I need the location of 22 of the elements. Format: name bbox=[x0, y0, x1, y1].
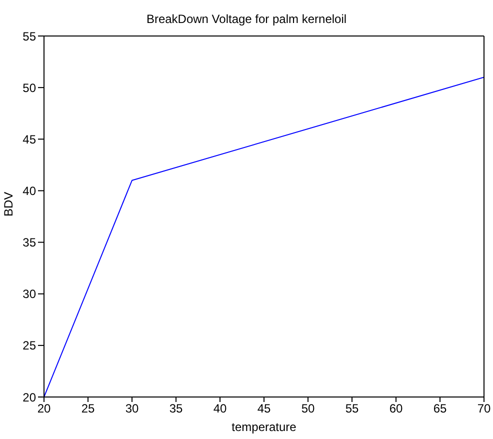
x-tick-label: 40 bbox=[213, 402, 227, 416]
x-tick-label: 60 bbox=[389, 402, 403, 416]
x-tick-label: 70 bbox=[477, 402, 491, 416]
y-tick-label: 55 bbox=[22, 29, 36, 44]
y-tick-label: 30 bbox=[22, 287, 36, 302]
y-tick-label: 45 bbox=[22, 132, 36, 146]
x-tick-label: 65 bbox=[433, 402, 447, 416]
x-axis-title: temperature bbox=[232, 420, 297, 434]
x-tick-label: 35 bbox=[169, 402, 183, 416]
x-tick-label: 30 bbox=[125, 402, 139, 416]
chart-title: BreakDown Voltage for palm kerneloil bbox=[145, 12, 348, 26]
x-tick-label: 25 bbox=[81, 402, 95, 416]
y-tick-label: 35 bbox=[22, 236, 36, 250]
y-tick-label: 50 bbox=[22, 80, 36, 95]
x-tick-label: 20 bbox=[37, 402, 51, 416]
y-tick-label: 20 bbox=[22, 390, 36, 404]
x-tick-label: 55 bbox=[345, 402, 359, 416]
x-tick-label: 50 bbox=[301, 402, 315, 416]
y-axis-title: BDV bbox=[1, 192, 16, 216]
y-tick-label: 25 bbox=[22, 338, 36, 353]
y-tick-label: 40 bbox=[22, 184, 36, 198]
x-tick-label: 45 bbox=[257, 402, 271, 416]
